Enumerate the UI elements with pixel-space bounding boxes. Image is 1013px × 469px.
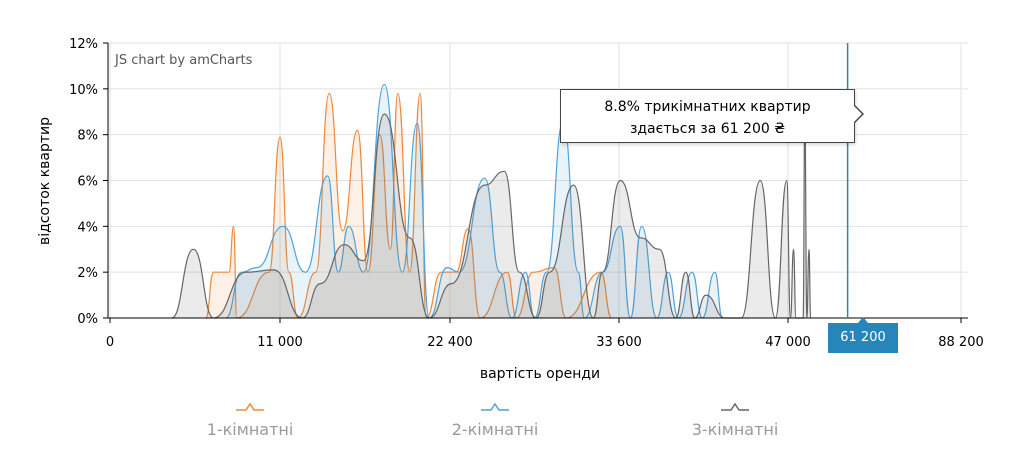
x-tick-label: 0 <box>106 335 114 350</box>
series-area-2 <box>225 84 723 318</box>
axes: 0% 2% 4% 6% 8% 10% 12% 0 11 000 22 400 33 600 47 00… <box>69 37 984 350</box>
cursor-value-label: 61 200 <box>828 323 898 353</box>
y-tick-label: 0% <box>77 312 98 327</box>
tooltip-line-1: 8.8% трикімнатних квартир <box>604 99 811 115</box>
legend-item-3-room[interactable]: 3-кімнатні <box>680 400 790 450</box>
y-tick-label: 8% <box>77 129 98 144</box>
legend-marker-line-icon <box>236 402 264 411</box>
legend-label: 3-кімнатні <box>691 420 779 439</box>
x-tick-label: 33 600 <box>596 335 642 350</box>
x-axis-title: вартість оренди <box>480 366 600 382</box>
y-tick-label: 10% <box>69 83 98 98</box>
cursor-label-pointer <box>858 317 868 323</box>
y-axis-title: відсоток квартир <box>37 117 53 245</box>
tooltip-line-2: здається за 61 200 ₴ <box>629 121 786 137</box>
balloon-tooltip: 8.8% трикімнатних квартир здається за 61… <box>560 89 855 143</box>
y-tick-label: 6% <box>77 175 98 190</box>
x-tick-label: 47 000 <box>765 335 811 350</box>
x-tick-label: 88 200 <box>938 335 984 350</box>
legend-item-1-room[interactable]: 1-кімнатні <box>200 400 300 450</box>
series-line-3[interactable] <box>171 111 812 319</box>
x-tick-label: 22 400 <box>427 335 473 350</box>
legend-label: 2-кімнатні <box>451 420 539 439</box>
series-line-2[interactable] <box>225 83 723 319</box>
legend-marker-line-icon <box>721 402 749 411</box>
amcharts-credit[interactable]: JS chart by amCharts <box>114 53 253 68</box>
y-tick-label: 2% <box>77 266 98 281</box>
y-tick-label: 12% <box>69 37 98 52</box>
legend-marker-line-icon <box>481 402 509 411</box>
legend-item-2-room[interactable]: 2-кімнатні <box>440 400 550 450</box>
series-area-1 <box>205 93 612 319</box>
series-line-1[interactable] <box>205 92 613 319</box>
series-layer <box>171 83 812 319</box>
x-tick-label: 11 000 <box>257 335 303 350</box>
y-tick-label: 4% <box>77 220 98 235</box>
tooltip-pointer-fill <box>853 105 862 123</box>
legend-label: 1-кімнатні <box>206 420 294 439</box>
